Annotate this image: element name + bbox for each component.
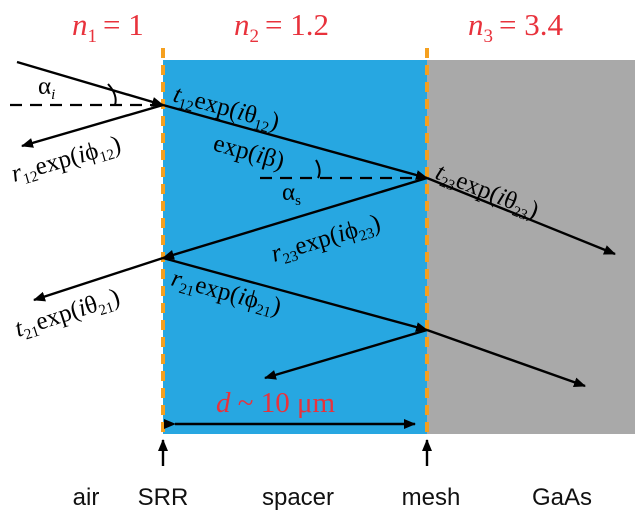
mesh-label: mesh (402, 484, 461, 511)
gaas-label: GaAs (532, 484, 592, 511)
r21-reflected-ray (162, 256, 428, 332)
spacer-angle-label: αs (282, 179, 301, 209)
t21-label: t21exp(iθ21) (12, 283, 125, 345)
n1-label: n1 = 1 (72, 7, 144, 47)
gaas-region (427, 60, 635, 434)
r23-reflected-ray (162, 176, 428, 260)
spacer-region (163, 60, 427, 434)
second-reflected-ray (264, 328, 428, 380)
r12-label: r12exp(iϕ12) (8, 131, 125, 191)
t23-transmitted-ray (426, 176, 616, 256)
r12-reflected-ray (21, 103, 164, 148)
t12-transmitted-ray (162, 103, 428, 180)
t21-transmitted-ray (33, 256, 164, 302)
incident-angle-label: αi (38, 73, 55, 103)
second-transmitted-ray (426, 328, 586, 388)
n3-label: n3 = 3.4 (468, 7, 563, 47)
incident-ray (16, 60, 164, 107)
spacer-angle-arc (315, 159, 321, 179)
n2-label: n2 = 1.2 (234, 7, 329, 47)
incident-angle-arc (107, 83, 117, 106)
thickness-label: d ~ 10 μm (216, 387, 335, 419)
air-label: air (73, 484, 100, 511)
srr-label: SRR (138, 484, 189, 511)
spacer-label: spacer (262, 484, 334, 511)
r21-label: r21exp(iϕ21) (168, 265, 285, 324)
